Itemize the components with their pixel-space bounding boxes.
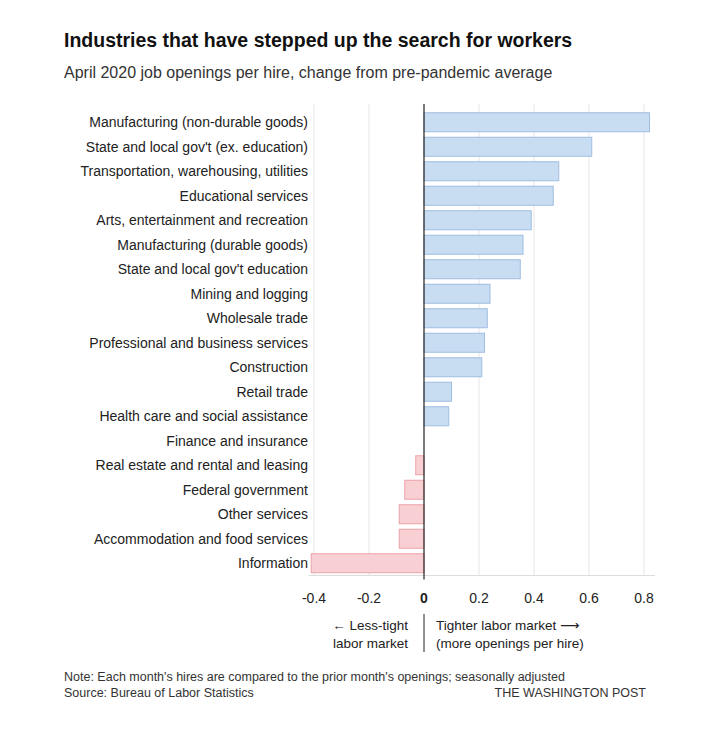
bar — [424, 382, 452, 401]
category-label: Educational services — [180, 188, 308, 204]
tick-label: -0.2 — [357, 590, 381, 606]
category-label: Retail trade — [236, 384, 308, 400]
category-label: Real estate and rental and leasing — [96, 457, 308, 473]
bar — [311, 554, 424, 573]
category-label: Health care and social assistance — [99, 408, 308, 424]
bar — [424, 211, 531, 230]
grid — [314, 104, 644, 576]
annotation: Tighter labor market ⟶ — [436, 618, 579, 633]
category-label: Federal government — [183, 482, 308, 498]
source: Source: Bureau of Labor Statistics — [64, 686, 254, 700]
category-label: State and local gov't education — [118, 261, 308, 277]
grid-line — [589, 104, 590, 576]
chart: Industries that have stepped up the sear… — [0, 0, 721, 737]
tick-label: -0.4 — [302, 590, 326, 606]
annotation: (more openings per hire) — [436, 636, 584, 651]
bars — [311, 113, 649, 573]
bar — [399, 529, 424, 548]
grid-line — [314, 104, 315, 576]
bar — [424, 284, 490, 303]
category-label: Professional and business services — [89, 335, 308, 351]
grid-line — [369, 104, 370, 576]
bar — [424, 358, 482, 377]
category-label: Arts, entertainment and recreation — [96, 212, 308, 228]
bar — [424, 113, 650, 132]
subtitle: April 2020 job openings per hire, change… — [64, 64, 552, 81]
bar — [424, 186, 553, 205]
category-label: Mining and logging — [190, 286, 308, 302]
tick-label: 0.4 — [524, 590, 544, 606]
bar — [424, 309, 487, 328]
note: Note: Each month's hires are compared to… — [64, 670, 565, 684]
category-label: State and local gov't (ex. education) — [86, 139, 308, 155]
category-label: Manufacturing (non-durable goods) — [89, 114, 308, 130]
bar — [424, 162, 559, 181]
category-label: Transportation, warehousing, utilities — [81, 163, 309, 179]
bar — [399, 505, 424, 524]
bar — [416, 456, 424, 475]
category-label: Information — [238, 555, 308, 571]
divider — [424, 614, 425, 652]
bar — [424, 137, 592, 156]
bar — [424, 333, 485, 352]
category-label: Other services — [218, 506, 308, 522]
category-label: Wholesale trade — [207, 310, 308, 326]
tick-label: 0.6 — [579, 590, 599, 606]
zero-line — [423, 104, 424, 580]
tick-label: 0 — [420, 590, 428, 606]
annotation: ← Less-tight — [332, 618, 408, 633]
bar — [405, 480, 424, 499]
bar — [424, 260, 520, 279]
tick-label: 0.2 — [469, 590, 489, 606]
tick-label: 0.8 — [634, 590, 654, 606]
bar — [424, 235, 523, 254]
category-label: Accommodation and food services — [94, 531, 308, 547]
title: Industries that have stepped up the sear… — [64, 29, 572, 51]
credit: THE WASHINGTON POST — [495, 686, 647, 700]
annotation: labor market — [333, 636, 408, 651]
bar — [424, 407, 449, 426]
x-axis-line — [309, 575, 656, 576]
category-label: Manufacturing (durable goods) — [117, 237, 308, 253]
category-label: Construction — [229, 359, 308, 375]
grid-line — [644, 104, 645, 576]
category-label: Finance and insurance — [166, 433, 308, 449]
